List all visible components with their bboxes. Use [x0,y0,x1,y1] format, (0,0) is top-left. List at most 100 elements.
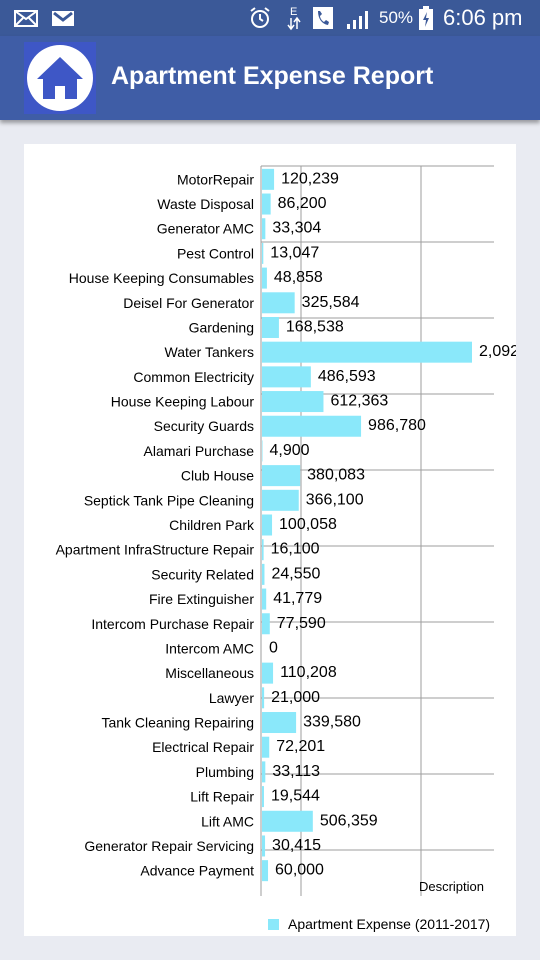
category-label: House Keeping Labour [111,394,255,410]
category-label: Electrical Repair [152,739,254,755]
category-label: Club House [181,468,254,484]
value-label: 100,058 [279,516,337,533]
chart-description: Description [419,879,484,894]
svg-text:E: E [290,6,297,18]
bar [262,588,267,610]
value-label: 986,780 [368,417,426,434]
value-label: 110,208 [280,664,337,681]
category-label: Advance Payment [140,863,254,879]
bar [262,242,264,264]
category-label: Security Related [151,566,254,582]
value-label: 120,239 [281,170,339,187]
bar [262,810,313,832]
bar [262,193,271,215]
category-label: Deisel For Generator [123,295,254,311]
signal-icon [347,11,368,29]
category-label: Generator AMC [157,221,254,237]
bar [262,415,362,437]
bar [262,835,266,857]
bar [262,218,266,240]
value-label: 325,584 [302,294,360,311]
value-label: 4,900 [269,442,309,459]
category-label: Miscellaneous [165,665,254,681]
value-label: 33,113 [272,763,320,780]
category-label: Waste Disposal [157,196,254,212]
clock: 6:06 pm [443,5,523,30]
bar [262,366,311,388]
gmail-icon [52,11,74,26]
category-label: Lawyer [209,690,254,706]
category-label: Children Park [169,517,255,533]
category-label: Water Tankers [165,344,254,360]
category-label: Intercom Purchase Repair [91,616,254,632]
chart-legend: Apartment Expense (2011-2017) [268,916,490,932]
value-label: 19,544 [271,788,320,805]
bars [262,168,472,882]
category-label: House Keeping Consumables [69,270,254,286]
value-labels: 120,239 86,200 33,304 13,047 48,858 325,584 16… [269,170,516,878]
category-label: Pest Control [177,245,254,261]
value-label: 60,000 [275,862,324,879]
email-icon [14,10,38,27]
value-label: 0 [269,639,278,656]
category-label: Generator Repair Servicing [84,838,254,854]
value-label: 16,100 [271,541,320,558]
category-label: Lift AMC [201,813,254,829]
value-label: 86,200 [278,195,327,212]
battery-percent: 50% [379,8,414,27]
app-bar: Apartment Expense Report [0,36,540,120]
bar [262,736,270,758]
bar [262,539,264,561]
value-label: 21,000 [271,689,320,706]
home-icon [27,45,93,111]
category-label: Fire Extinguisher [149,591,254,607]
category-label: Security Guards [154,418,254,434]
bar [262,761,266,783]
data-arrows-icon: E [287,6,301,31]
bar [262,465,301,487]
bar [262,613,270,635]
bar [262,267,267,289]
category-label: Gardening [189,319,254,335]
category-label: Intercom AMC [165,640,254,656]
alarm-icon [250,7,270,28]
bar [262,341,472,363]
bar [262,712,297,734]
bar [262,687,265,709]
battery-charging-icon [419,6,433,30]
value-label: 24,550 [271,565,320,582]
category-label: Plumbing [196,764,254,780]
value-label: 486,593 [318,368,376,385]
value-label: 366,100 [306,491,364,508]
status-bar: E 50% 6:06 pm [0,0,540,36]
bar [262,391,324,413]
bar [262,168,275,190]
value-label: 33,304 [272,220,321,237]
value-label: 339,580 [303,714,361,731]
phone-icon [313,7,333,29]
value-label: 77,590 [277,615,326,632]
chart-card: MotorRepair Waste Disposal Generator AMC Pe… [24,144,516,936]
legend-label: Apartment Expense (2011-2017) [288,916,491,932]
value-label: 41,779 [273,590,322,607]
bar [262,514,273,536]
category-labels: MotorRepair Waste Disposal Generator AMC Pe… [56,171,255,878]
bar [262,316,279,338]
bar [262,860,269,882]
value-label: 168,538 [286,318,344,335]
category-label: Alamari Purchase [144,443,255,459]
value-label: 13,047 [270,244,319,261]
value-label: 612,363 [330,393,388,410]
category-label: Lift Repair [190,789,254,805]
app-logo[interactable] [24,42,96,114]
category-label: Septick Tank Pipe Cleaning [84,492,254,508]
value-label: 48,858 [274,269,323,286]
bar [262,662,274,684]
category-label: Common Electricity [133,369,254,385]
bar [262,563,265,585]
value-label: 506,359 [320,812,378,829]
legend-swatch [268,918,279,930]
page-title: Apartment Expense Report [111,62,434,90]
value-label: 2,092 [479,343,516,360]
category-label: Apartment InfraStructure Repair [56,542,255,558]
